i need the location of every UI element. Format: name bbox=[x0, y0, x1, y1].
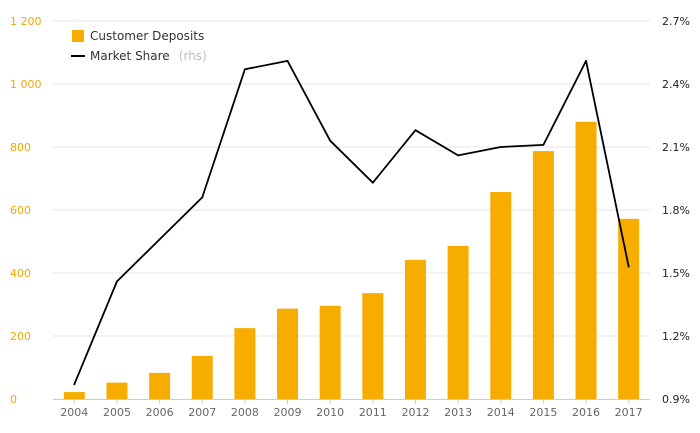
line-market-share bbox=[73, 60, 630, 385]
y-right-tick-label-2.7: 2.7% bbox=[662, 15, 690, 28]
bar-2016 bbox=[575, 121, 597, 400]
bar-2015 bbox=[532, 151, 554, 399]
y-right-tick-label-1.5: 1.5% bbox=[662, 267, 690, 280]
line-point-2015 bbox=[542, 144, 545, 146]
line-point-2016 bbox=[585, 60, 587, 62]
x-tick-label-2012: 2012 bbox=[401, 406, 429, 419]
y-left-tick-label-600: 600 bbox=[10, 204, 31, 217]
line-point-2017 bbox=[627, 265, 630, 268]
bar-2005 bbox=[106, 382, 128, 399]
x-tick-label-2015: 2015 bbox=[529, 406, 557, 419]
bar-2007 bbox=[191, 355, 213, 399]
gridlines bbox=[53, 20, 650, 337]
legend-text-market-share: Market Share bbox=[90, 49, 170, 63]
bar-2010 bbox=[319, 305, 341, 399]
legend-label-market-share: Market Share (rhs) bbox=[90, 45, 207, 64]
bar-2012 bbox=[404, 259, 426, 399]
y-left-tick-label-1200: 1 200 bbox=[10, 15, 42, 28]
x-tick-label-2006: 2006 bbox=[146, 406, 174, 419]
bar-series-customer-deposits bbox=[63, 121, 640, 400]
y-left-tick-label-0: 0 bbox=[10, 393, 17, 406]
x-tick-label-2016: 2016 bbox=[572, 406, 600, 419]
x-tick-label-2013: 2013 bbox=[444, 406, 472, 419]
bar-2011 bbox=[362, 293, 384, 399]
x-tick-label-2014: 2014 bbox=[487, 406, 515, 419]
line-point-2013 bbox=[457, 154, 460, 157]
y-right-tick-label-2.1: 2.1% bbox=[662, 141, 690, 154]
line-series-market-share-group bbox=[73, 60, 630, 386]
x-tick-label-2004: 2004 bbox=[60, 406, 88, 419]
legend-swatch-customer-deposits bbox=[72, 30, 84, 42]
x-axis: 2004 2005 2006 2007 2008 2009 2010 2011 2012 2013… bbox=[53, 399, 650, 419]
bar-2006 bbox=[149, 372, 171, 399]
line-point-2007 bbox=[201, 196, 204, 199]
bar-2013 bbox=[447, 245, 469, 399]
line-point-2004 bbox=[73, 383, 76, 386]
x-tick-label-2007: 2007 bbox=[188, 406, 216, 419]
y-left-tick-label-1000: 1 000 bbox=[10, 78, 42, 91]
bar-2004 bbox=[63, 392, 85, 399]
bar-2008 bbox=[234, 328, 256, 399]
y-axis-left: 0 200 400 600 800 1 000 1 200 bbox=[10, 15, 42, 406]
y-right-tick-label-0.9: 0.9% bbox=[662, 393, 690, 406]
line-point-2008 bbox=[243, 68, 246, 71]
y-left-tick-label-400: 400 bbox=[10, 267, 31, 280]
bar-2017 bbox=[618, 218, 640, 399]
x-tick-label-2011: 2011 bbox=[359, 406, 387, 419]
legend: Customer Deposits Market Share (rhs) bbox=[71, 29, 207, 64]
x-tick-label-2008: 2008 bbox=[231, 406, 259, 419]
y-axis-right: 0.9% 1.2% 1.5% 1.8% 2.1% 2.4% 2.7% bbox=[662, 15, 690, 406]
legend-label-customer-deposits: Customer Deposits bbox=[90, 29, 204, 43]
line-point-2005 bbox=[116, 280, 118, 283]
y-right-tick-label-1.8: 1.8% bbox=[662, 204, 690, 217]
x-tick-label-2010: 2010 bbox=[316, 406, 344, 419]
legend-note-rhs: (rhs) bbox=[179, 49, 207, 63]
line-point-2012 bbox=[414, 129, 417, 132]
y-left-tick-label-200: 200 bbox=[10, 330, 31, 343]
x-tick-label-2005: 2005 bbox=[103, 406, 131, 419]
line-point-2011 bbox=[371, 181, 374, 184]
line-point-2006 bbox=[158, 238, 161, 241]
bar-2009 bbox=[277, 308, 299, 399]
x-tick-label-2009: 2009 bbox=[274, 406, 302, 419]
y-right-tick-label-2.4: 2.4% bbox=[662, 78, 690, 91]
y-right-tick-label-1.2: 1.2% bbox=[662, 330, 690, 343]
line-point-2009 bbox=[286, 60, 289, 62]
bar-2014 bbox=[490, 192, 512, 399]
x-tick-label-2017: 2017 bbox=[615, 406, 643, 419]
y-left-tick-label-800: 800 bbox=[10, 141, 31, 154]
line-point-2014 bbox=[499, 146, 502, 148]
line-point-2010 bbox=[329, 139, 332, 142]
